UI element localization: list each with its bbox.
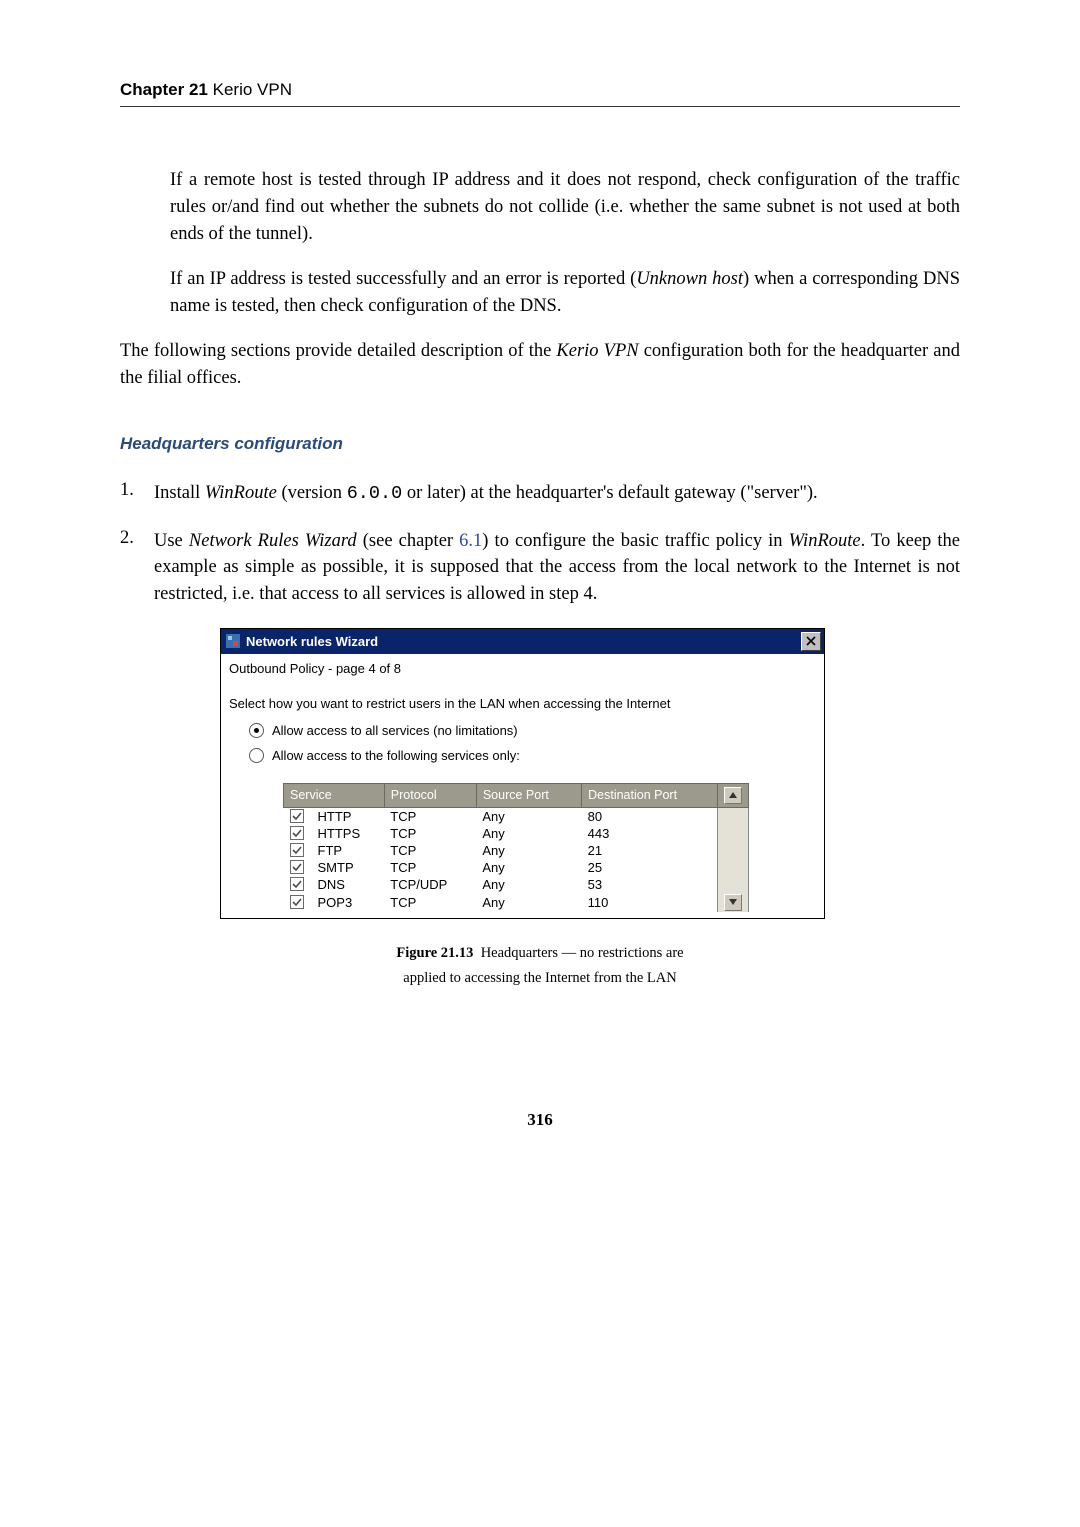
chevron-up-icon <box>729 792 737 798</box>
chapter-label: Chapter 21 <box>120 80 208 99</box>
cell-source-port: Any <box>476 825 581 842</box>
cell-service: HTTPS <box>312 825 385 842</box>
paragraph-1: If a remote host is tested through IP ad… <box>170 167 960 247</box>
table-row[interactable]: HTTPTCPAny80 <box>284 807 749 825</box>
row-checkbox[interactable] <box>284 842 312 859</box>
cell-dest-port: 80 <box>582 807 718 825</box>
list-item-2: 2. Use Network Rules Wizard (see chapter… <box>120 528 960 608</box>
cell-source-port: Any <box>476 842 581 859</box>
cell-dest-port: 21 <box>582 842 718 859</box>
scrollbar-track[interactable] <box>718 893 749 912</box>
radio-icon <box>249 723 264 738</box>
scrollbar-track[interactable] <box>718 807 749 825</box>
cell-protocol: TCP <box>384 807 476 825</box>
chapter-link[interactable]: 6.1 <box>459 531 482 551</box>
cell-source-port: Any <box>476 893 581 912</box>
cell-protocol: TCP <box>384 893 476 912</box>
scrollbar-track[interactable] <box>718 859 749 876</box>
check-icon <box>292 845 302 855</box>
scrollbar-track[interactable] <box>718 842 749 859</box>
row-checkbox[interactable] <box>284 807 312 825</box>
table-row[interactable]: FTPTCPAny21 <box>284 842 749 859</box>
section-heading: Headquarters configuration <box>120 434 960 454</box>
th-service[interactable]: Service <box>284 783 385 807</box>
radio-label: Allow access to all services (no limitat… <box>272 723 518 738</box>
list-item-1: 1. Install WinRoute (version 6.0.0 or la… <box>120 480 960 508</box>
cell-dest-port: 110 <box>582 893 718 912</box>
close-icon <box>806 636 816 646</box>
table-row[interactable]: SMTPTCPAny25 <box>284 859 749 876</box>
radio-allow-all[interactable]: Allow access to all services (no limitat… <box>249 723 816 738</box>
cell-protocol: TCP <box>384 859 476 876</box>
row-checkbox[interactable] <box>284 825 312 842</box>
cell-dest-port: 53 <box>582 876 718 893</box>
scroll-down-button[interactable] <box>724 894 742 911</box>
wizard-instruction: Select how you want to restrict users in… <box>221 680 824 723</box>
cell-service: HTTP <box>312 807 385 825</box>
paragraph-2: If an IP address is tested successfully … <box>170 266 960 320</box>
cell-service: POP3 <box>312 893 385 912</box>
check-icon <box>292 862 302 872</box>
radio-icon <box>249 748 264 763</box>
th-protocol[interactable]: Protocol <box>384 783 476 807</box>
cell-source-port: Any <box>476 876 581 893</box>
table-row[interactable]: POP3TCPAny110 <box>284 893 749 912</box>
th-dest-port[interactable]: Destination Port <box>582 783 718 807</box>
check-icon <box>292 828 302 838</box>
row-checkbox[interactable] <box>284 859 312 876</box>
row-checkbox[interactable] <box>284 893 312 912</box>
radio-label: Allow access to the following services o… <box>272 748 520 763</box>
scrollbar-track[interactable] <box>718 825 749 842</box>
cell-source-port: Any <box>476 807 581 825</box>
wizard-title: Network rules Wizard <box>246 634 378 649</box>
table-row[interactable]: DNSTCP/UDPAny53 <box>284 876 749 893</box>
check-icon <box>292 897 302 907</box>
cell-dest-port: 443 <box>582 825 718 842</box>
wizard-page-label: Outbound Policy - page 4 of 8 <box>221 654 824 680</box>
page-number: 316 <box>120 1110 960 1130</box>
cell-protocol: TCP <box>384 825 476 842</box>
figure-caption: Figure 21.13 Headquarters — no restricti… <box>120 941 960 990</box>
wizard-dialog: Network rules Wizard Outbound Policy - p… <box>220 628 825 919</box>
services-table: Service Protocol Source Port Destination… <box>283 783 749 912</box>
check-icon <box>292 879 302 889</box>
radio-allow-following[interactable]: Allow access to the following services o… <box>249 748 816 763</box>
scroll-up-button[interactable] <box>718 783 749 807</box>
chapter-name: Kerio VPN <box>213 80 292 99</box>
paragraph-3: The following sections provide detailed … <box>120 338 960 392</box>
scrollbar-track[interactable] <box>718 876 749 893</box>
cell-source-port: Any <box>476 859 581 876</box>
table-row[interactable]: HTTPSTCPAny443 <box>284 825 749 842</box>
cell-service: SMTP <box>312 859 385 876</box>
wizard-titlebar: Network rules Wizard <box>221 629 824 654</box>
cell-protocol: TCP <box>384 842 476 859</box>
row-checkbox[interactable] <box>284 876 312 893</box>
chevron-down-icon <box>729 899 737 905</box>
close-button[interactable] <box>801 632 821 651</box>
cell-dest-port: 25 <box>582 859 718 876</box>
wizard-icon <box>225 633 241 649</box>
check-icon <box>292 811 302 821</box>
th-source-port[interactable]: Source Port <box>476 783 581 807</box>
page-header: Chapter 21 Kerio VPN <box>120 80 960 107</box>
cell-protocol: TCP/UDP <box>384 876 476 893</box>
cell-service: DNS <box>312 876 385 893</box>
cell-service: FTP <box>312 842 385 859</box>
